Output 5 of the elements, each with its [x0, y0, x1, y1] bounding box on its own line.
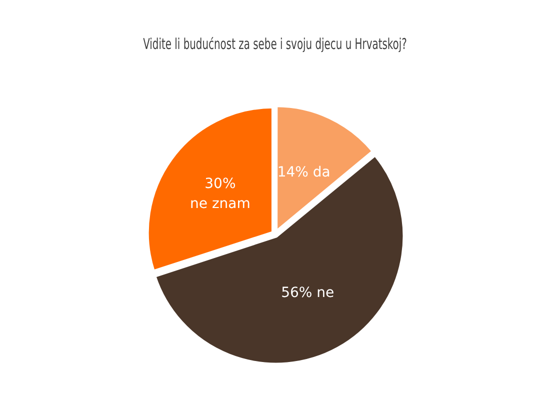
slice-label: 14% da — [277, 164, 330, 180]
slice-label: ne znam — [190, 196, 250, 212]
data-label: 30% — [204, 176, 236, 192]
slice-label: 56% ne — [281, 285, 334, 302]
chart-title: Vidite li budućnost za sebe i svoju djecu u Hrvatskoj? — [143, 34, 407, 52]
